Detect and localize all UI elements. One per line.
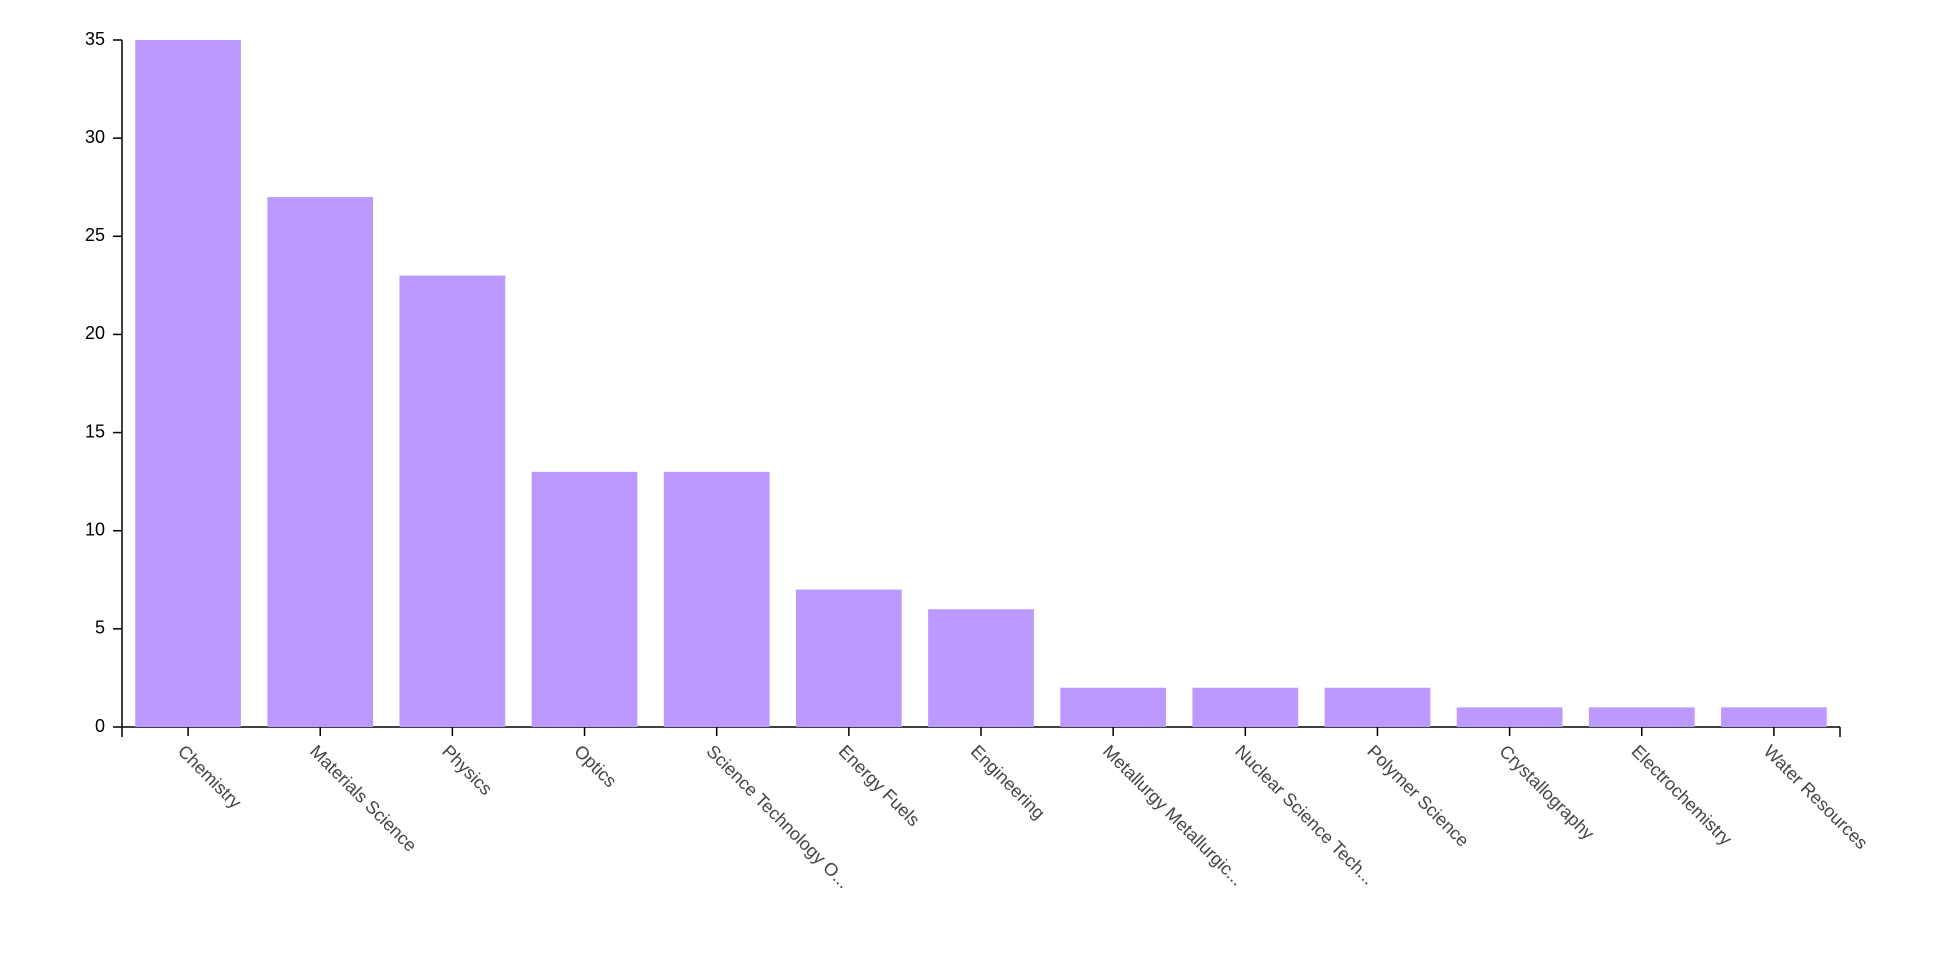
y-tick-label: 20 xyxy=(85,323,105,343)
x-tick-label: Electrochemistry xyxy=(1628,741,1736,849)
x-tick-label: Materials Science xyxy=(306,741,421,856)
bar xyxy=(1192,687,1299,727)
y-tick-label: 25 xyxy=(85,225,105,245)
bar xyxy=(267,197,374,727)
bar xyxy=(531,471,638,727)
x-tick-label: Metallurgy Metallurgic... xyxy=(1099,741,1248,890)
y-tick-label: 35 xyxy=(85,29,105,49)
bar xyxy=(1721,707,1827,727)
x-tick-label: Chemistry xyxy=(174,741,245,812)
x-tick-label: Water Resources xyxy=(1760,741,1872,853)
y-tick-label: 30 xyxy=(85,127,105,147)
y-tick-label: 15 xyxy=(85,421,105,441)
bar xyxy=(1456,707,1563,727)
y-tick-label: 5 xyxy=(95,618,105,638)
x-tick-label: Polymer Science xyxy=(1363,741,1473,851)
y-tick-label: 0 xyxy=(95,716,105,736)
x-tick-label: Physics xyxy=(438,741,496,799)
x-tick-label: Crystallography xyxy=(1495,741,1598,844)
y-tick-label: 10 xyxy=(85,519,105,539)
bar xyxy=(399,275,506,727)
x-tick-label: Science Technology O... xyxy=(703,741,854,892)
bar xyxy=(1588,707,1695,727)
bar xyxy=(1324,687,1431,727)
x-tick-label: Optics xyxy=(570,741,620,791)
x-tick-label: Nuclear Science Tech... xyxy=(1231,741,1379,889)
bar xyxy=(663,471,770,727)
bar xyxy=(135,40,241,727)
bar xyxy=(1060,687,1167,727)
x-tick-label: Engineering xyxy=(967,741,1049,823)
bar xyxy=(928,609,1034,727)
bar xyxy=(795,589,902,727)
x-tick-label: Energy Fuels xyxy=(835,741,924,830)
